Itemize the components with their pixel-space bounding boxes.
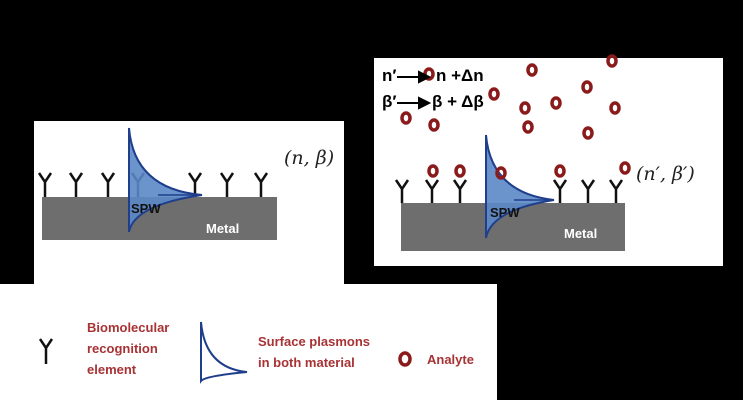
- sensor-before-binding-panel: SPW Metal (n, β): [34, 121, 344, 284]
- propagation-constant-from: β′: [382, 92, 397, 111]
- sensor-after-binding-panel: SPW Metal (n′, β′) n′ n +Δn β′ β + Δβ: [374, 54, 723, 266]
- legend-recognition-label: Biomolecular recognition element: [87, 320, 170, 377]
- metal-label: Metal: [206, 221, 240, 236]
- analyte-particles: [400, 54, 631, 180]
- legend-panel: Biomolecular recognition element Surface…: [0, 284, 497, 400]
- propagation-constant-to: β + Δβ: [432, 92, 484, 111]
- spw-label: SPW: [490, 205, 520, 220]
- change-arrows: [397, 70, 432, 110]
- spw-label: SPW: [131, 201, 161, 216]
- sensor-after-diagram: [394, 54, 631, 251]
- metal-label: Metal: [564, 226, 598, 241]
- legend-analyte-label: Analyte: [427, 352, 474, 367]
- changed-state-label: (n′, β′): [636, 163, 695, 185]
- refractive-index-to: n +Δn: [436, 66, 484, 85]
- analyte-symbol: [398, 351, 412, 367]
- legend-plasmon-label: Surface plasmons in both material: [258, 334, 370, 370]
- surface-plasmon-symbol: [200, 321, 248, 384]
- initial-state-label: (n, β): [284, 147, 335, 169]
- recognition-elements: [394, 179, 624, 203]
- refractive-index-from: n′: [382, 66, 397, 85]
- recognition-element-symbol: [38, 338, 54, 364]
- sensor-before-diagram: [37, 127, 277, 240]
- legend-symbols: [38, 321, 412, 384]
